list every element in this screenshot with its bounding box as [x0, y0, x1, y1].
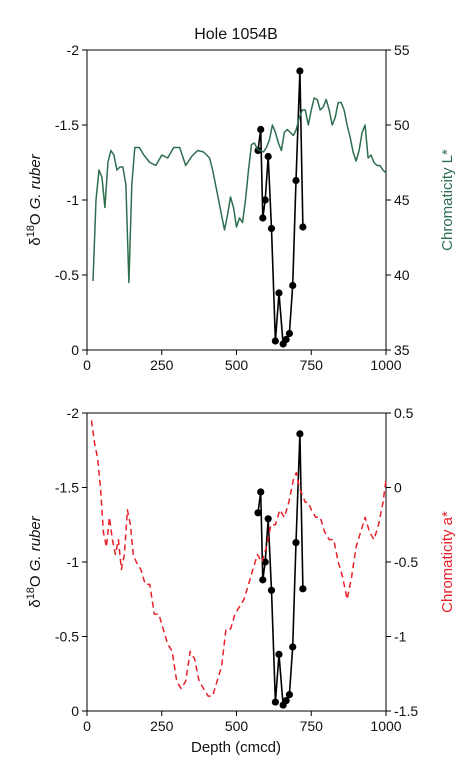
- right-tick-label: 40: [394, 267, 410, 283]
- data-point: [259, 576, 267, 584]
- data-point: [264, 515, 272, 523]
- data-point: [296, 430, 304, 438]
- data-point: [275, 289, 283, 297]
- x-tick-label: 500: [225, 718, 249, 734]
- right-tick-label: -1: [394, 629, 407, 645]
- left-tick-label: -2: [67, 42, 80, 58]
- d18o-series-line: [257, 70, 304, 345]
- data-point: [289, 643, 297, 651]
- left-tick-label: 0: [71, 342, 79, 358]
- right-tick-label: 0.5: [394, 405, 414, 421]
- x-tick-label: 0: [83, 357, 91, 373]
- left-tick-label: -0.5: [55, 267, 79, 283]
- data-point: [254, 146, 262, 155]
- right-axis-title: Chromaticity L*: [439, 149, 456, 251]
- top-panel: 0 250 500 750 1000 -2 -1.5 -1 -0.5 0 35 40 45 50 55 δ18…: [25, 42, 456, 373]
- left-tick-label: -1.5: [55, 117, 79, 133]
- data-point: [264, 152, 272, 161]
- bottom-panel: 0 250 500 750 1000 -2 -1.5 -1 -0.5 0 -1.5 -1 -0.5 0 0.…: [25, 405, 456, 734]
- left-tick-label: -1: [67, 554, 80, 570]
- chromaticity-series-line: [92, 97, 387, 284]
- data-point: [282, 696, 290, 705]
- data-point: [289, 281, 297, 290]
- x-tick-label: 250: [150, 357, 174, 373]
- left-tick-label: -1.5: [55, 480, 79, 496]
- data-point: [261, 558, 269, 566]
- data-point: [282, 335, 290, 344]
- right-tick-label: 0: [394, 480, 402, 496]
- data-point: [254, 509, 262, 517]
- right-tick-label: -0.5: [394, 554, 418, 570]
- right-tick-label: -1.5: [394, 703, 418, 719]
- data-point: [257, 488, 265, 496]
- right-tick-label: 55: [394, 42, 410, 58]
- right-tick-label: 50: [394, 117, 410, 133]
- right-axis-title: Chromaticity a*: [439, 511, 456, 613]
- x-tick-label: 500: [225, 357, 249, 373]
- x-tick-label: 750: [300, 718, 324, 734]
- data-point: [257, 125, 265, 134]
- plot-frame: [86, 412, 387, 712]
- left-axis-title: δ18O G. ruber: [25, 153, 44, 245]
- right-tick-label: 45: [394, 192, 410, 208]
- data-point: [271, 337, 279, 345]
- data-point: [261, 196, 269, 204]
- x-axis-title: Depth (cmcd): [191, 739, 281, 756]
- data-point: [292, 539, 300, 547]
- data-point: [292, 176, 300, 185]
- data-point: [275, 650, 283, 658]
- data-point: [259, 214, 267, 222]
- chart-title: Hole 1054B: [194, 26, 278, 43]
- right-tick-label: 35: [394, 342, 410, 358]
- data-point: [299, 585, 307, 593]
- data-point: [285, 691, 294, 699]
- chromaticity-series-line: [90, 420, 387, 697]
- x-tick-label: 750: [300, 357, 324, 373]
- left-tick-label: -1: [67, 192, 80, 208]
- data-point: [296, 67, 304, 75]
- left-tick-label: -0.5: [55, 629, 79, 645]
- data-point: [285, 329, 294, 338]
- left-tick-label: -2: [67, 405, 80, 421]
- x-tick-label: 1000: [370, 718, 401, 734]
- x-tick-label: 1000: [370, 357, 401, 373]
- data-point: [271, 698, 279, 706]
- left-tick-label: 0: [71, 703, 79, 719]
- x-tick-label: 0: [83, 718, 91, 734]
- x-tick-label: 250: [150, 718, 174, 734]
- data-point: [267, 586, 276, 594]
- data-point: [299, 223, 307, 231]
- data-point: [267, 224, 276, 233]
- left-axis-title: δ18O G. ruber: [25, 515, 44, 607]
